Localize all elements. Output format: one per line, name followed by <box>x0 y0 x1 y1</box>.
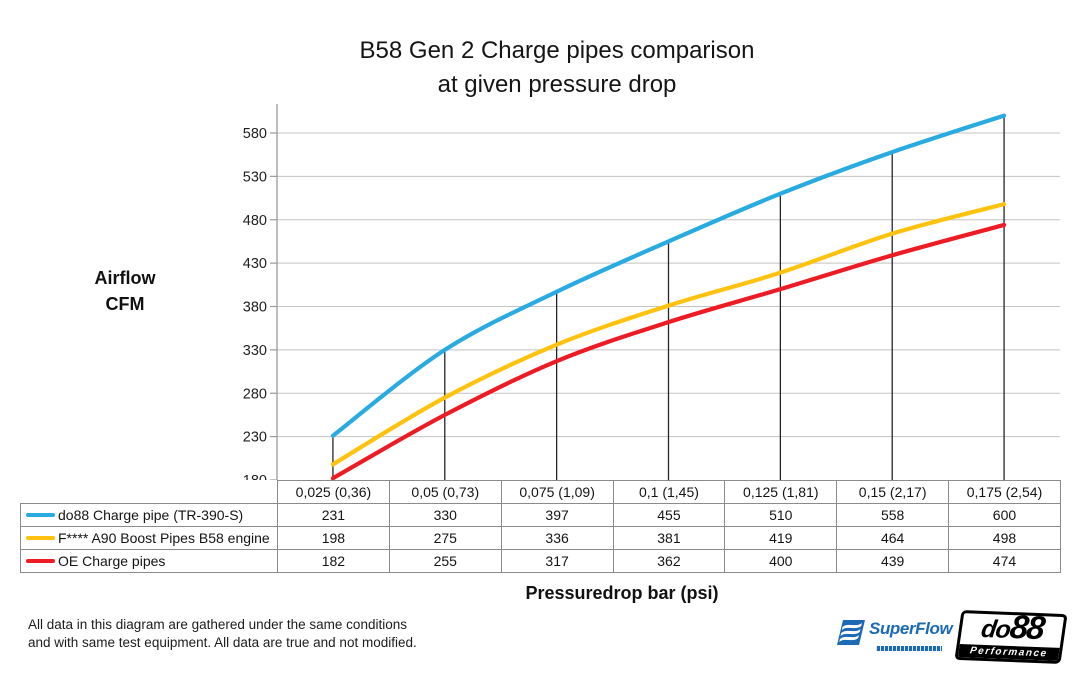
superflow-logo-tagline-bar <box>876 646 942 651</box>
x-category-label: 0,075 (1,09) <box>500 480 614 504</box>
value-cell: 419 <box>724 526 838 550</box>
value-cell: 439 <box>836 549 950 573</box>
chart-title-line2: at given pressure drop <box>437 71 677 98</box>
value-cell: 255 <box>388 549 502 573</box>
legend-swatch <box>26 536 55 541</box>
value-cell: 464 <box>836 526 950 550</box>
chart-title-line1: B58 Gen 2 Charge pipes comparison <box>359 37 755 64</box>
y-tick-label: 430 <box>243 256 267 272</box>
legend-series-name: do88 Charge pipe (TR-390-S) <box>58 507 244 523</box>
legend-cell: do88 Charge pipe (TR-390-S) <box>20 503 278 527</box>
y-tick-label: 530 <box>243 169 267 185</box>
table-corner-cell <box>21 481 278 504</box>
x-category-label: 0,175 (2,54) <box>948 480 1061 504</box>
series-line <box>330 202 1007 467</box>
footer-note: All data in this diagram are gathered un… <box>28 616 417 651</box>
x-category-label: 0,1 (1,45) <box>612 480 726 504</box>
series-line <box>330 222 1007 480</box>
y-axis-title-line1: Airflow <box>94 268 156 288</box>
x-category-label: 0,05 (0,73) <box>388 480 502 504</box>
value-cell: 275 <box>388 526 502 550</box>
table-row: F**** A90 Boost Pipes B58 engine 198 275 33… <box>20 526 1061 550</box>
superflow-logo: SuperFlow <box>836 619 954 655</box>
value-cell: 317 <box>500 549 614 573</box>
value-cell: 510 <box>724 503 838 527</box>
y-tick-label: 330 <box>243 343 267 359</box>
value-cell: 600 <box>948 503 1061 527</box>
legend-series-name: F**** A90 Boost Pipes B58 engine <box>58 530 270 546</box>
y-tick-label: 380 <box>243 300 267 316</box>
y-tick-label: 180 <box>243 473 267 480</box>
y-tick-label: 280 <box>243 386 267 402</box>
y-axis-title-line2: CFM <box>105 294 145 314</box>
chart-title: B58 Gen 2 Charge pipes comparison at giv… <box>360 34 755 102</box>
table-row: OE Charge pipes 182 255 317 362 400 439 474 <box>20 549 1061 573</box>
superflow-logo-text: SuperFlow <box>869 619 953 638</box>
value-cell: 330 <box>388 503 502 527</box>
value-cell: 498 <box>948 526 1061 550</box>
do88-logo-text: do88 <box>979 610 1046 647</box>
value-cell: 558 <box>836 503 950 527</box>
value-cell: 455 <box>612 503 726 527</box>
x-category-label: 0,025 (0,36) <box>277 480 390 504</box>
line-chart-plot: 180 230 280 330 380 430 480 530 580 <box>243 104 1060 480</box>
value-cell: 231 <box>277 503 390 527</box>
do88-logo-subtext: Performance <box>957 644 1060 661</box>
value-cell: 182 <box>277 549 390 573</box>
table-header-row: 0,025 (0,36) 0,05 (0,73) 0,075 (1,09) 0,1 (… <box>21 480 1061 504</box>
value-cell: 400 <box>724 549 838 573</box>
value-cell: 336 <box>500 526 614 550</box>
x-axis-title: Pressuredrop bar (psi) <box>525 583 719 603</box>
value-cell: 198 <box>277 526 390 550</box>
value-cell: 381 <box>612 526 726 550</box>
legend-swatch <box>26 559 55 564</box>
value-cell: 397 <box>500 503 614 527</box>
data-table: 0,025 (0,36) 0,05 (0,73) 0,075 (1,09) 0,1 (… <box>20 480 1061 573</box>
do88-logo: do88 Performance <box>954 610 1068 664</box>
y-tick-label: 480 <box>243 213 267 229</box>
footer-note-line1: All data in this diagram are gathered un… <box>28 617 407 632</box>
x-category-label: 0,125 (1,81) <box>724 480 838 504</box>
series-line <box>330 113 1007 438</box>
y-tick-label: 230 <box>243 430 267 446</box>
y-axis-title: Airflow CFM <box>95 265 156 317</box>
value-cell: 362 <box>612 549 726 573</box>
x-category-label: 0,15 (2,17) <box>836 480 950 504</box>
y-tick-label: 580 <box>243 126 267 142</box>
legend-cell: F**** A90 Boost Pipes B58 engine <box>20 526 278 550</box>
table-row: do88 Charge pipe (TR-390-S) 231 330 397 455 5… <box>20 503 1061 527</box>
value-cell: 474 <box>948 549 1061 573</box>
footer-note-line2: and with same test equipment. All data a… <box>28 634 417 650</box>
legend-series-name: OE Charge pipes <box>58 553 166 569</box>
legend-swatch <box>26 513 55 518</box>
legend-cell: OE Charge pipes <box>20 549 278 573</box>
superflow-logo-icon <box>837 620 865 645</box>
